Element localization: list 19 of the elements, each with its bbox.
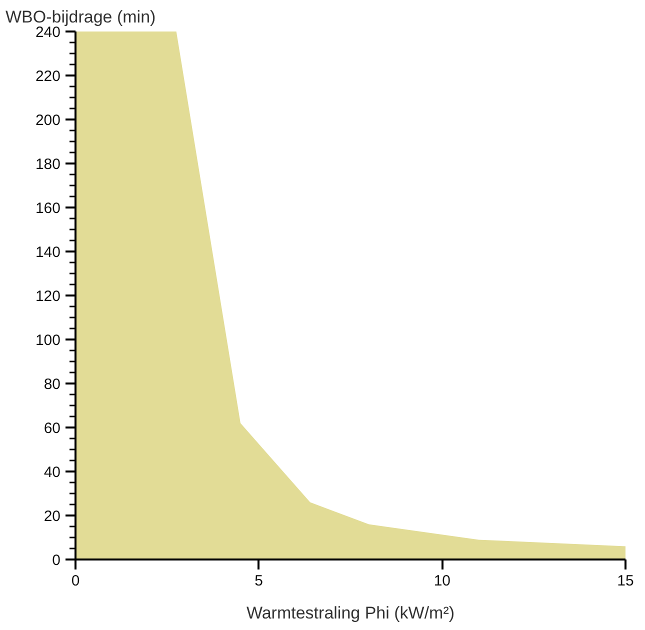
y-tick-label: 200 (35, 112, 61, 129)
y-tick-label: 100 (35, 332, 61, 349)
y-tick-label: 140 (35, 244, 61, 261)
x-tick-label: 0 (71, 572, 80, 590)
y-tick-label: 0 (52, 552, 60, 569)
y-tick-label: 180 (35, 156, 61, 173)
y-tick-label: 220 (35, 68, 61, 85)
x-tick-label: 15 (617, 572, 634, 590)
y-tick-label: 240 (35, 24, 61, 41)
y-tick-label: 80 (44, 376, 61, 393)
y-tick-label: 40 (44, 464, 61, 481)
y-tick-label: 60 (44, 420, 61, 437)
y-tick-label: 20 (44, 508, 61, 525)
y-tick-label: 120 (35, 288, 61, 305)
x-tick-label: 10 (434, 572, 451, 590)
y-axis-title: WBO-bijdrage (min) (6, 8, 156, 26)
x-axis-title: Warmtestraling Phi (kW/m²) (246, 604, 455, 622)
y-tick-label: 160 (35, 200, 61, 217)
x-tick-label: 5 (254, 572, 264, 590)
